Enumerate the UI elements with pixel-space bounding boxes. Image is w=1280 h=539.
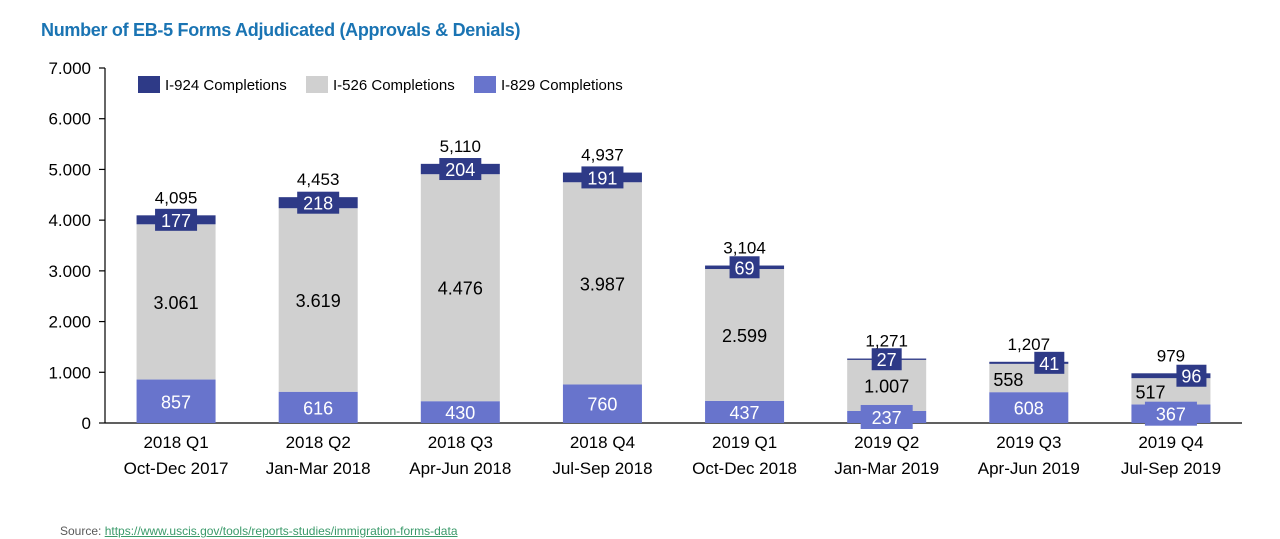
legend-label: I-526 Completions (333, 77, 455, 94)
data-label-i829: 857 (161, 392, 191, 412)
data-label-bg (871, 348, 902, 371)
bar-segment (562, 384, 642, 423)
x-tick-sublabel: Jan-Mar 2019 (834, 459, 939, 478)
data-label-i829: 760 (587, 395, 617, 415)
bar-segment (562, 182, 642, 385)
data-label-bg (860, 404, 913, 429)
legend-swatch (474, 76, 496, 93)
data-label-i924: 177 (161, 211, 191, 231)
x-tick-label: 2018 Q3 (428, 433, 493, 452)
x-tick-label: 2019 Q4 (1138, 433, 1203, 452)
data-label-bg (581, 166, 624, 189)
data-label-i924: 27 (877, 350, 897, 370)
data-label-bg (729, 256, 760, 279)
total-label: 4,095 (155, 188, 198, 207)
y-tick-label: 6.000 (48, 110, 91, 129)
bar-segment (278, 208, 358, 392)
data-label-i829: 237 (872, 408, 902, 428)
y-tick-label: 5.000 (48, 160, 91, 179)
data-label-bg (1034, 351, 1065, 374)
x-tick-label: 2018 Q1 (143, 433, 208, 452)
data-label-i924: 41 (1039, 354, 1059, 374)
x-tick-label: 2018 Q2 (286, 433, 351, 452)
bar-segment (989, 361, 1069, 364)
legend-label: I-829 Completions (501, 77, 623, 94)
x-tick-label: 2019 Q3 (996, 433, 1061, 452)
total-label: 979 (1157, 346, 1185, 365)
data-label-i526: 3.987 (580, 274, 625, 294)
data-label-i829: 608 (1014, 399, 1044, 419)
data-label-i829: 367 (1156, 405, 1186, 425)
source-prefix: Source: (60, 524, 105, 538)
data-label-i924: 191 (587, 168, 617, 188)
data-label-i829: 616 (303, 398, 333, 418)
data-label-bg (297, 191, 340, 214)
data-label-i829: 430 (445, 403, 475, 423)
y-tick-label: 1.000 (48, 363, 91, 382)
source-note: Source: https://www.uscis.gov/tools/repo… (60, 524, 458, 538)
x-tick-sublabel: Jan-Mar 2018 (266, 459, 371, 478)
bar-segment (420, 174, 500, 402)
data-label-i526: 517 (1135, 382, 1165, 402)
chart-title: Number of EB-5 Forms Adjudicated (Approv… (41, 20, 521, 40)
legend-swatch (306, 76, 328, 93)
x-tick-label: 2019 Q1 (712, 433, 777, 452)
x-tick-sublabel: Apr-Jun 2019 (978, 459, 1080, 478)
x-tick-sublabel: Oct-Dec 2017 (124, 459, 229, 478)
bar-segment (136, 379, 216, 423)
data-label-i924: 204 (445, 160, 475, 180)
bar-segment (420, 401, 500, 423)
total-label: 3,104 (723, 239, 766, 258)
bar-segment (278, 391, 358, 423)
total-label: 1,271 (865, 332, 908, 351)
data-label-i526: 3.061 (154, 293, 199, 313)
x-tick-sublabel: Jul-Sep 2019 (1121, 459, 1221, 478)
total-label: 5,110 (440, 137, 481, 156)
data-label-i924: 218 (303, 194, 333, 214)
bar-segment (989, 392, 1069, 423)
legend-label: I-924 Completions (165, 77, 287, 94)
y-tick-label: 2.000 (48, 313, 91, 332)
data-label-i526: 2.599 (722, 326, 767, 346)
data-label-bg (155, 208, 198, 231)
x-tick-sublabel: Jul-Sep 2018 (552, 459, 652, 478)
data-label-bg (439, 158, 482, 181)
total-label: 1,207 (1008, 335, 1051, 354)
source-link[interactable]: https://www.uscis.gov/tools/reports-stud… (104, 524, 458, 538)
data-label-i526: 558 (993, 370, 1023, 390)
bar-segment (136, 224, 216, 380)
x-tick-label: 2018 Q4 (570, 433, 635, 452)
y-tick-label: 4.000 (48, 211, 91, 230)
bar-segment (1131, 373, 1211, 379)
data-label-i829: 437 (730, 403, 760, 423)
bar-segment (705, 400, 785, 423)
y-tick-label: 0 (82, 414, 91, 433)
data-label-i924: 69 (735, 258, 755, 278)
y-tick-label: 7.000 (48, 59, 91, 78)
y-tick-label: 3.000 (48, 262, 91, 281)
total-label: 4,453 (297, 170, 340, 189)
data-label-bg (1144, 401, 1197, 426)
data-label-i924: 96 (1181, 367, 1201, 387)
data-label-i526: 3.619 (296, 291, 341, 311)
bar-segment (705, 269, 785, 401)
total-label: 4,937 (581, 146, 624, 165)
legend-swatch (138, 76, 160, 93)
x-tick-sublabel: Apr-Jun 2018 (409, 459, 511, 478)
x-tick-label: 2019 Q2 (854, 433, 919, 452)
data-label-i526: 4.476 (438, 279, 483, 299)
data-label-bg (1176, 364, 1207, 387)
x-tick-sublabel: Oct-Dec 2018 (692, 459, 797, 478)
data-label-i526: 1.007 (864, 376, 909, 396)
